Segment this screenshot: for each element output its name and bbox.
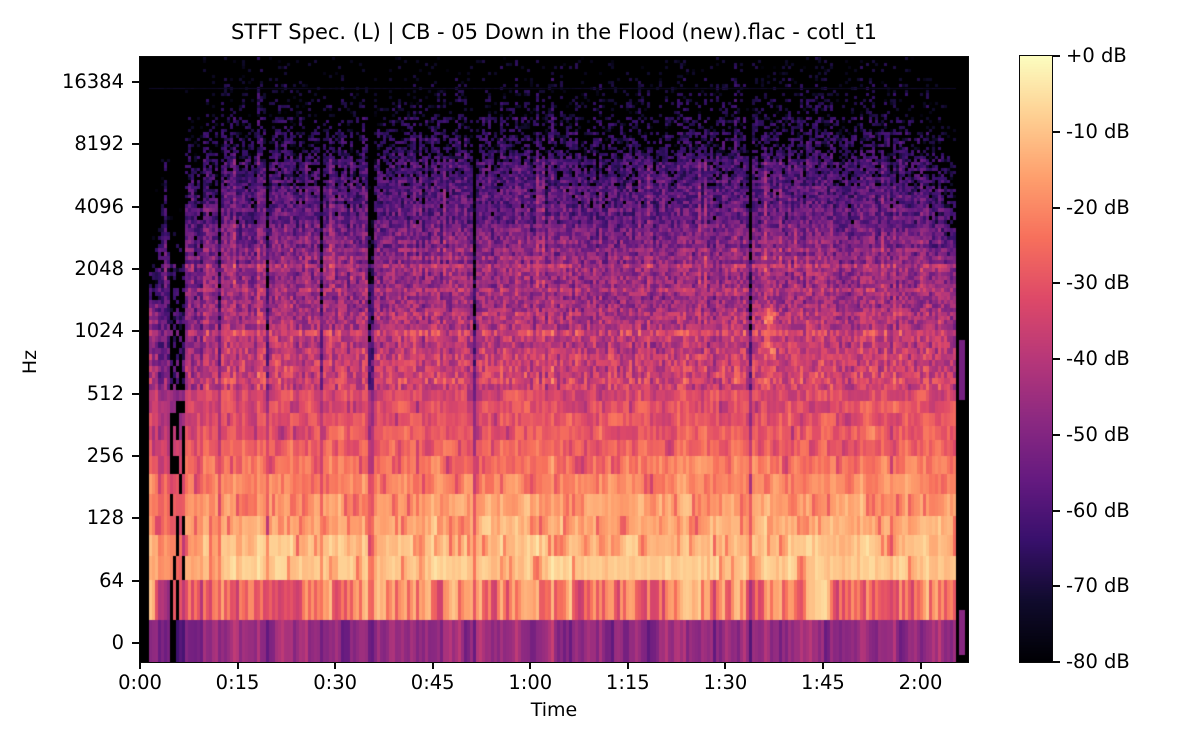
colorbar-tick-label: -20 dB	[1066, 195, 1130, 219]
colorbar-tick-label: -70 dB	[1066, 574, 1130, 598]
colorbar-tick-label: +0 dB	[1066, 44, 1127, 67]
colorbar-tick-mark	[1053, 55, 1060, 57]
y-tick-label: 4096	[74, 194, 124, 218]
x-tick-mark	[139, 662, 141, 669]
colorbar-tick-label: -10 dB	[1066, 119, 1130, 143]
x-tick-label: 1:45	[801, 671, 845, 694]
x-tick-label: 2:00	[898, 671, 943, 694]
colorbar-tick-mark	[1053, 585, 1060, 588]
colorbar-tick-mark	[1053, 282, 1060, 285]
colorbar-tick-label: -50 dB	[1066, 422, 1130, 446]
y-tick-mark	[132, 205, 139, 208]
y-tick-label: 256	[86, 443, 124, 467]
y-axis-title: Hz	[19, 349, 41, 375]
chart-title: STFT Spec. (L) | CB - 05 Down in the Flo…	[230, 20, 878, 44]
x-tick-label: 0:00	[118, 671, 162, 694]
y-tick-label: 2048	[74, 256, 124, 280]
y-tick-mark	[132, 330, 139, 333]
x-tick-mark	[529, 662, 532, 669]
y-tick-mark	[132, 517, 139, 520]
x-tick-label: 1:30	[703, 671, 748, 694]
spectrogram-canvas	[140, 57, 968, 662]
y-tick-label: 64	[99, 568, 124, 592]
y-tick-mark	[132, 454, 139, 457]
y-tick-label: 0	[111, 630, 124, 654]
x-tick-label: 0:30	[313, 671, 358, 694]
y-tick-label: 8192	[74, 132, 124, 156]
colorbar-tick-mark	[1053, 206, 1060, 209]
x-tick-label: 1:15	[605, 671, 650, 694]
y-tick-mark	[132, 267, 139, 270]
x-tick-label: 0:45	[410, 671, 455, 694]
colorbar-tick-mark	[1053, 358, 1060, 360]
colorbar-tick-mark	[1053, 661, 1060, 663]
y-tick-mark	[132, 143, 139, 146]
x-axis-title: Time	[530, 699, 578, 721]
colorbar-tick-mark	[1053, 130, 1060, 133]
y-tick-mark	[132, 579, 139, 582]
x-tick-mark	[919, 662, 922, 669]
x-tick-label: 0:15	[215, 671, 260, 694]
plot-frame	[139, 56, 969, 663]
y-tick-label: 1024	[74, 319, 124, 343]
x-tick-mark	[821, 662, 824, 669]
x-tick-mark	[724, 662, 727, 669]
y-tick-mark	[132, 641, 139, 644]
y-tick-mark	[132, 392, 139, 395]
y-tick-mark	[132, 81, 139, 83]
x-tick-mark	[334, 662, 337, 669]
colorbar-frame	[1019, 55, 1053, 663]
x-tick-mark	[236, 662, 239, 669]
x-tick-mark	[431, 662, 434, 669]
y-tick-label: 128	[86, 506, 124, 530]
y-tick-label: 512	[86, 381, 124, 405]
colorbar-tick-mark	[1053, 509, 1060, 512]
colorbar-tick-mark	[1053, 433, 1060, 436]
colorbar-tick-label: -30 dB	[1066, 271, 1130, 295]
colorbar-tick-label: -80 dB	[1066, 650, 1130, 673]
colorbar-canvas	[1020, 56, 1052, 662]
colorbar-tick-label: -40 dB	[1066, 347, 1130, 370]
x-tick-label: 1:00	[508, 671, 553, 694]
x-tick-mark	[626, 662, 629, 669]
y-tick-label: 16384	[61, 70, 124, 93]
colorbar-tick-label: -60 dB	[1066, 498, 1130, 522]
